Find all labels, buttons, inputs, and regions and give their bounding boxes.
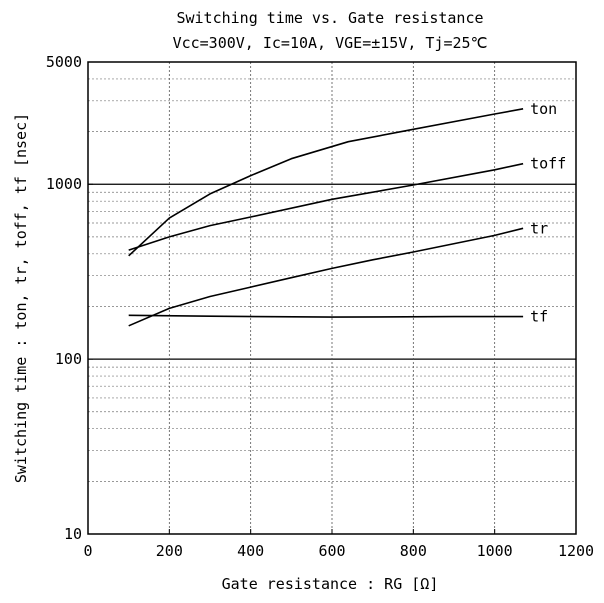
y-tick-label: 10 — [64, 525, 82, 543]
x-axis-label: Gate resistance : RG [Ω] — [222, 575, 439, 593]
x-tick-label: 800 — [400, 542, 427, 560]
chart-title: Switching time vs. Gate resistance — [176, 9, 483, 27]
grid — [88, 61, 576, 534]
y-tick-label: 5000 — [46, 53, 82, 71]
y-axis-ticks: 10 100 1000 5000 — [46, 53, 93, 543]
series-line-toff — [128, 162, 524, 251]
y-tick-label: 1000 — [46, 175, 82, 193]
x-tick-label: 1000 — [477, 542, 513, 560]
series-label-tf: tf — [530, 308, 548, 326]
series-line-tf — [128, 314, 524, 318]
x-tick-label: 0 — [83, 542, 92, 560]
series-label-ton: ton — [530, 100, 557, 118]
y-axis-label: Switching time : ton, tr, toff, tf [nsec… — [12, 113, 30, 483]
series-label-tr: tr — [530, 219, 548, 237]
chart-subtitle: Vcc=300V, Ic=10A, VGE=±15V, Tj=25℃ — [173, 34, 488, 52]
series-label-toff: toff — [530, 155, 566, 173]
x-tick-label: 400 — [237, 542, 264, 560]
y-tick-label: 100 — [55, 350, 82, 368]
series-line-tr — [128, 227, 524, 327]
x-tick-label: 200 — [156, 542, 183, 560]
series-labels: ton toff tr tf — [530, 100, 566, 326]
x-tick-label: 600 — [318, 542, 345, 560]
x-axis-ticks: 0 200 400 600 800 1000 1200 — [83, 529, 594, 560]
series — [128, 108, 524, 327]
series-line-ton — [128, 108, 524, 257]
x-tick-label: 1200 — [558, 542, 594, 560]
